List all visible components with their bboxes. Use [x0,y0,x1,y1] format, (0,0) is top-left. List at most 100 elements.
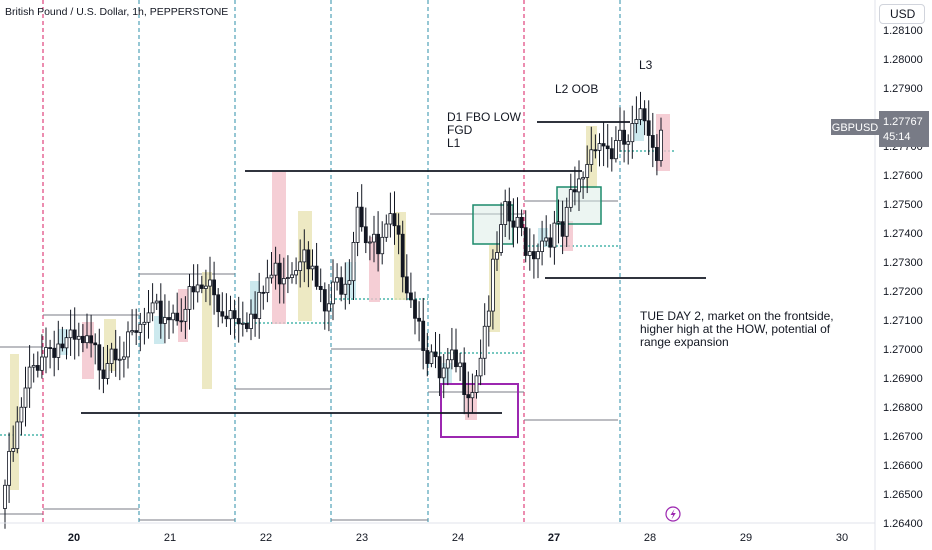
bull-candle [585,164,590,178]
bull-candle [302,249,307,263]
bull-candle [626,141,631,145]
lightning-icon[interactable] [665,506,681,522]
bull-candle [634,119,639,124]
highlight-zone [634,119,644,141]
bull-candle [56,343,61,358]
price-tick-label: 1.28000 [883,54,923,66]
bull-candle [499,224,504,253]
bear-candle [306,249,311,270]
bull-candle [142,321,147,325]
bull-candle [117,358,122,361]
highlight-zone [178,289,188,342]
bull-candle [527,251,532,256]
bull-candle [126,331,130,358]
bull-candle [183,308,188,322]
price-tick-label: 1.26900 [883,373,923,385]
date-tick-label: 28 [644,532,656,544]
bear-candle [404,276,409,294]
bull-candle [458,362,463,368]
bull-candle [68,329,73,339]
bull-candle [281,278,286,285]
date-tick-label: 27 [548,532,560,544]
bear-candle [396,225,401,235]
bull-candle [470,392,475,399]
highlight-zone [202,272,212,389]
bull-candle [482,325,487,359]
annotation-l3: L3 [639,58,653,72]
bear-candle [72,329,77,340]
annotation-fgd: FGD [447,123,473,137]
price-tick-label: 1.26800 [883,402,923,414]
bear-candle [318,285,323,290]
bull-candle [146,312,151,323]
annotation-l2-oob: L2 OOB [555,82,598,96]
price-tick-label: 1.27500 [883,199,923,211]
bull-candle [474,375,479,393]
session-separators [42,0,621,523]
bear-candle [224,315,229,320]
bull-candle [23,387,28,408]
bull-candle [343,283,348,295]
bull-candle [351,242,356,282]
bear-candle [511,220,516,228]
bear-candle [89,335,93,344]
bull-candle [372,233,376,243]
currency-button[interactable]: USD [879,4,925,24]
highlight-zone [538,228,548,247]
bull-candle [3,484,7,509]
bull-candle [326,303,331,312]
highlight-zone [82,322,94,379]
bear-candle [560,221,565,237]
bear-candle [605,145,610,150]
bear-candle [179,320,184,323]
purple-box[interactable] [440,383,519,438]
bear-candle [314,265,319,287]
bull-candle [380,236,385,255]
bear-candle [421,320,426,351]
bear-candle [376,233,381,255]
price-tick-label: 1.28100 [883,25,923,37]
date-tick-label: 23 [356,532,368,544]
bull-candle [195,284,200,293]
bull-candle [441,367,446,379]
bull-candle [552,222,557,248]
bull-candle [44,347,48,358]
bull-candle [597,143,602,151]
bear-candle [339,277,344,295]
bear-candle [650,135,655,148]
bull-candle [294,270,299,276]
bear-candle [35,365,40,371]
annotation-d1-fbo-low: D1 FBO LOW [447,110,522,124]
bear-candle [413,299,417,319]
bull-candle [384,223,389,238]
bear-candle [191,286,196,293]
time-axis-ticks: 20 21 22 23 24 27 28 29 30 [68,532,848,544]
bull-candle [162,317,167,324]
bull-candle [31,365,36,368]
bull-candle [355,206,360,243]
date-tick-label: 30 [836,532,848,544]
bear-candle [532,251,536,260]
bear-candle [462,362,467,395]
bull-candle [331,281,335,305]
price-axis[interactable] [875,0,932,550]
price-tick-label: 1.27000 [883,344,923,356]
price-tag[interactable]: GBPUSD 1.27767 45:14 [831,111,929,147]
bull-candle [367,241,372,244]
bear-candle [81,335,85,344]
plot-area[interactable] [0,0,875,523]
bear-candle [466,394,471,399]
bull-candle [503,201,508,225]
price-tick-label: 1.27100 [883,315,923,327]
bull-candle [7,450,11,486]
bull-candle [544,237,549,242]
bull-candle [76,335,81,340]
highlight-zone [298,211,312,321]
bull-candle [490,258,495,312]
bull-candle [335,277,340,283]
bull-candle [208,279,212,287]
bear-candle [523,227,528,256]
date-tick-label: 21 [164,532,176,544]
bull-candle [64,337,69,349]
